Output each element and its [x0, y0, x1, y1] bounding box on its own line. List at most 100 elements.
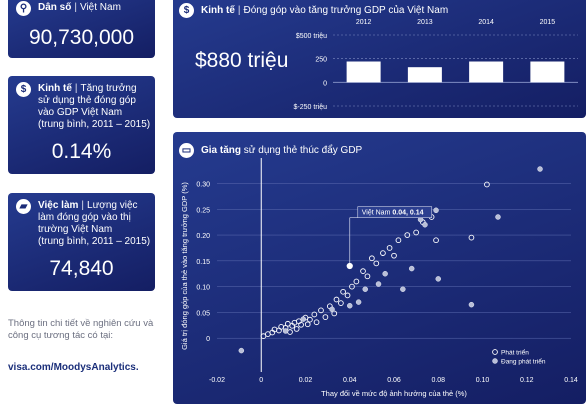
- scatter-point-developing: [329, 306, 335, 313]
- scatter-point-developed: [284, 320, 291, 327]
- jobs-card-title: Việc làm: [38, 200, 79, 211]
- scatter-point-developing: [347, 302, 353, 309]
- scatter-x-tick-label: 0: [259, 377, 263, 384]
- scatter-point-developed: [311, 311, 318, 318]
- bar-y-tick-label: 0: [323, 80, 327, 87]
- legend-label-developing: Đang phát triển: [501, 358, 546, 366]
- bar-category-label: 2012: [356, 19, 372, 26]
- scatter-point-developed: [322, 314, 329, 320]
- highlight-point: [346, 262, 353, 270]
- card-icon: ▭: [179, 143, 194, 158]
- gdp-bar: [407, 67, 442, 83]
- scatter-point-developed: [344, 292, 351, 299]
- jobs-card-period: (trung bình, 2011 – 2015): [38, 236, 151, 247]
- legend-label-developed: Phát triển: [501, 349, 529, 357]
- highlight-country: Việt Nam: [362, 210, 393, 217]
- highlight-box: [357, 206, 433, 218]
- scatter-point-developed: [333, 296, 340, 303]
- scatter-point-developed: [331, 310, 338, 317]
- population-value: 90,730,000: [28, 26, 135, 49]
- scatter-point-developing: [400, 286, 406, 292]
- scatter-point-developed: [360, 268, 366, 275]
- scatter-point-developed: [373, 260, 380, 267]
- population-title: Dân số: [38, 2, 72, 13]
- scatter-point-developing: [433, 207, 439, 214]
- gdp-panel-subtitle: Đóng góp vào tăng trưởng GDP của Việt Na…: [243, 5, 449, 16]
- gdp-panel: $ Kinh tế | Đóng góp vào tăng trưởng GDP c…: [173, 0, 586, 118]
- sidebar-note: Thông tin chi tiết về nghiên cứu và công…: [8, 318, 154, 341]
- scatter-title-rest: sử dụng thẻ thúc đẩy GDP: [243, 145, 363, 156]
- scatter-point-developing: [408, 265, 415, 272]
- economy-card-period: (trung bình, 2011 – 2015): [38, 119, 151, 130]
- scatter-point-developing: [355, 299, 362, 305]
- scatter-y-tick-label: 0: [206, 336, 210, 343]
- scatter-y-tick-label: 0.25: [196, 207, 210, 214]
- scatter-y-tick-label: 0.30: [196, 181, 210, 188]
- jobs-card: ▰ Việc làm | Lượng việc làm đóng góp vào t…: [8, 193, 155, 291]
- economy-card: $ Kinh tế | Tăng trưởng sử dụng thẻ đóng g…: [8, 76, 155, 174]
- scatter-point-developed: [386, 245, 393, 251]
- gdp-bar-chart: $500 triệu 250 0 $-250 triệu 2012 2013 2014 201…: [294, 19, 578, 111]
- scatter-point-developed: [413, 229, 419, 236]
- gdp-panel-header: Kinh tế | Đóng góp vào tăng trưởng GDP của…: [201, 5, 449, 16]
- scatter-point-developing: [495, 214, 501, 220]
- research-link[interactable]: visa.com/MoodysAnalytics.: [8, 362, 139, 373]
- bar-category-label: 2014: [478, 19, 494, 26]
- scatter-x-tick-label: 0.04: [343, 377, 357, 384]
- economy-card-desc: Tăng trưởng sử dụng thẻ đóng góp vào GDP…: [38, 83, 137, 118]
- gdp-panel-title: Kinh tế: [201, 5, 235, 16]
- dollar-icon: $: [16, 82, 31, 97]
- scatter-point-developed: [340, 288, 346, 295]
- economy-card-header: Kinh tế | Tăng trưởng sử dụng thẻ đóng góp…: [38, 83, 137, 118]
- scatter-y-tick-label: 0.05: [196, 310, 210, 317]
- scatter-point-developed: [395, 237, 402, 244]
- scatter-x-axis-title: Thay đổi về mức độ ảnh hưởng của thẻ (%): [321, 389, 467, 398]
- scatter-x-tick-label: 0.10: [476, 377, 490, 384]
- scatter-point-developing: [382, 270, 388, 277]
- scatter-point-developed: [380, 250, 386, 256]
- economy-card-title: Kinh tế: [38, 83, 72, 94]
- scatter-point-developed: [353, 278, 360, 285]
- scatter-y-axis-title: Giá trị đóng góp của thẻ vào tăng trưởng…: [180, 182, 189, 350]
- population-region: Việt Nam: [79, 2, 121, 13]
- bar-category-label: 2015: [540, 19, 556, 26]
- scatter-point-developed: [298, 321, 304, 328]
- scatter-point-developed: [338, 300, 344, 306]
- gdp-bar: [530, 61, 565, 83]
- bar-y-tick-label: $500 triệu: [296, 33, 327, 40]
- scatter-point-developing: [435, 276, 441, 282]
- jobs-card-header: Việc làm | Lượng việc làm đóng góp vào thị…: [38, 200, 138, 235]
- highlight-label: Việt Nam 0.04, 0.14: [362, 210, 424, 217]
- scatter-x-tick-label: 0.12: [520, 377, 534, 384]
- gdp-bar: [469, 61, 504, 83]
- scatter-panel-title: Gia tăng sử dụng thẻ thúc đẩy GDP: [201, 145, 581, 157]
- scatter-point-developing: [300, 316, 307, 322]
- gdp-headline-value: $880 triệu: [195, 49, 289, 72]
- bar-category-label: 2013: [417, 19, 433, 26]
- highlight-values: 0.04, 0.14: [392, 210, 423, 217]
- scatter-point-developed: [260, 333, 267, 339]
- scatter-point-developed: [433, 237, 439, 244]
- scatter-point-developing: [362, 286, 368, 292]
- gdp-scatter-chart: 0 0.05 0.10 0.15 0.20 0.25 0.30 -0.02 0 0.02 0.04 0…: [180, 158, 578, 398]
- jobs-card-desc: Lượng việc làm đóng góp vào thị trường V…: [38, 200, 138, 235]
- scatter-point-developed: [318, 307, 324, 314]
- scatter-point-developing: [375, 281, 382, 287]
- scatter-y-tick-label: 0.15: [196, 259, 210, 266]
- scatter-x-tick-label: 0.08: [431, 377, 445, 384]
- scatter-point-developed: [369, 255, 375, 262]
- scatter-point-developed: [307, 316, 313, 323]
- scatter-point-developing: [422, 221, 428, 228]
- scatter-point-developing: [238, 347, 245, 354]
- scatter-point-developing: [537, 166, 543, 172]
- scatter-point-developed: [293, 326, 300, 332]
- scatter-point-developing: [282, 328, 289, 334]
- scatter-point-developing: [468, 301, 475, 308]
- jobs-card-value: 74,840: [49, 257, 114, 280]
- scatter-y-tick-label: 0.10: [196, 285, 210, 292]
- briefcase-icon: ▰: [16, 199, 31, 214]
- legend-marker-developed: [492, 349, 498, 355]
- population-header: Dân số | Việt Nam: [38, 2, 121, 13]
- bar-y-tick-label: $-250 triệu: [294, 104, 328, 111]
- scatter-x-tick-label: -0.02: [209, 377, 225, 384]
